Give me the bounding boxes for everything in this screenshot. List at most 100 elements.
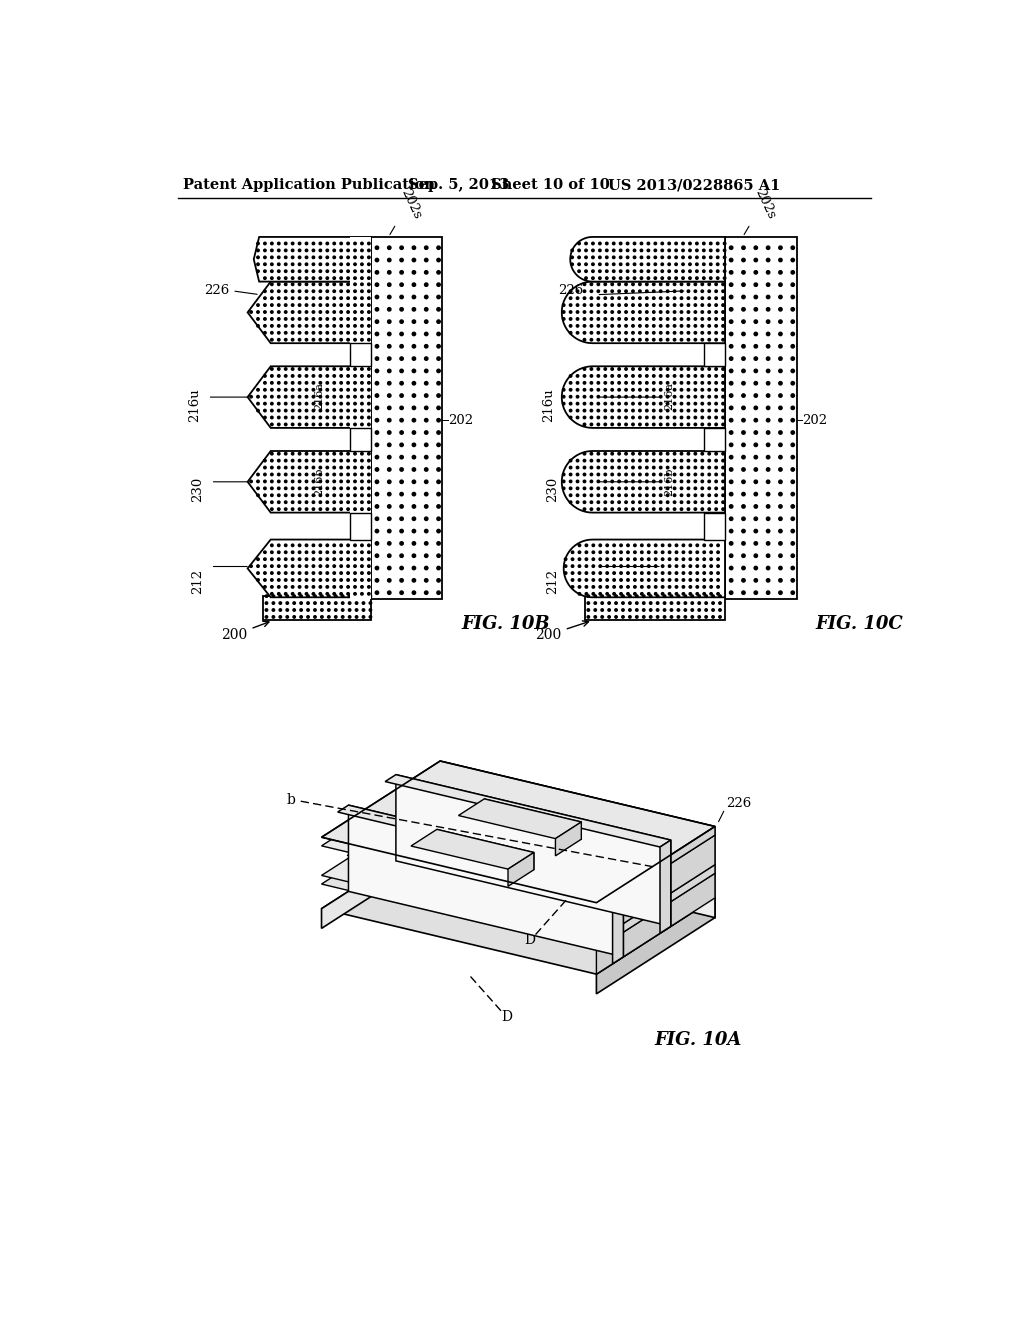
Circle shape — [375, 430, 379, 434]
Circle shape — [388, 407, 391, 409]
Circle shape — [264, 586, 266, 589]
Circle shape — [667, 338, 669, 341]
Circle shape — [662, 277, 664, 280]
Circle shape — [695, 243, 698, 244]
Circle shape — [592, 558, 595, 561]
Circle shape — [328, 602, 330, 605]
Circle shape — [611, 487, 613, 490]
Circle shape — [305, 593, 308, 595]
Circle shape — [375, 517, 379, 520]
Circle shape — [590, 338, 593, 341]
Circle shape — [715, 416, 718, 418]
Circle shape — [592, 550, 595, 553]
Circle shape — [305, 338, 308, 341]
Circle shape — [717, 544, 719, 546]
Circle shape — [333, 487, 336, 490]
Circle shape — [627, 243, 629, 244]
Circle shape — [413, 444, 416, 446]
Circle shape — [347, 403, 349, 405]
Circle shape — [368, 480, 370, 483]
Circle shape — [305, 256, 308, 259]
Circle shape — [264, 502, 266, 503]
Circle shape — [578, 271, 581, 272]
Circle shape — [682, 243, 684, 244]
Circle shape — [659, 282, 662, 285]
Circle shape — [368, 586, 370, 589]
Circle shape — [285, 243, 287, 244]
Circle shape — [597, 453, 600, 455]
Circle shape — [326, 249, 329, 252]
Circle shape — [425, 444, 428, 446]
Circle shape — [360, 368, 364, 370]
Circle shape — [375, 259, 379, 261]
Circle shape — [677, 609, 680, 611]
Circle shape — [639, 466, 641, 469]
Circle shape — [682, 578, 685, 581]
Circle shape — [425, 467, 428, 471]
Circle shape — [632, 297, 634, 300]
Circle shape — [347, 271, 349, 272]
Circle shape — [292, 572, 294, 574]
Circle shape — [353, 318, 356, 321]
Circle shape — [604, 494, 606, 496]
Circle shape — [326, 453, 329, 455]
Circle shape — [347, 388, 349, 391]
Circle shape — [778, 259, 782, 261]
Circle shape — [792, 296, 795, 298]
Circle shape — [298, 494, 301, 496]
Circle shape — [270, 550, 273, 553]
Circle shape — [347, 375, 349, 378]
Circle shape — [674, 416, 676, 418]
Circle shape — [649, 602, 652, 605]
Circle shape — [368, 277, 370, 280]
Circle shape — [579, 593, 581, 595]
Circle shape — [285, 459, 287, 462]
Circle shape — [584, 487, 586, 490]
Circle shape — [654, 565, 657, 568]
Circle shape — [680, 282, 683, 285]
Circle shape — [347, 304, 349, 306]
Circle shape — [652, 388, 655, 391]
Circle shape — [701, 297, 703, 300]
Circle shape — [680, 304, 683, 306]
Circle shape — [578, 256, 581, 259]
Circle shape — [333, 325, 336, 327]
Circle shape — [569, 388, 571, 391]
Circle shape — [792, 444, 795, 446]
Circle shape — [617, 416, 621, 418]
Circle shape — [705, 602, 708, 605]
Text: 212: 212 — [495, 886, 520, 899]
Circle shape — [312, 453, 314, 455]
Circle shape — [270, 403, 273, 405]
Circle shape — [639, 325, 641, 327]
Circle shape — [710, 586, 713, 589]
Circle shape — [694, 409, 696, 412]
Circle shape — [270, 416, 273, 418]
Circle shape — [333, 578, 336, 581]
Text: FIG. 10C: FIG. 10C — [816, 615, 903, 634]
Circle shape — [741, 282, 745, 286]
Circle shape — [604, 403, 606, 405]
Circle shape — [710, 271, 712, 272]
Circle shape — [702, 277, 706, 280]
Circle shape — [305, 508, 308, 511]
Circle shape — [599, 277, 601, 280]
Circle shape — [425, 246, 428, 249]
Circle shape — [654, 593, 657, 595]
Circle shape — [617, 508, 621, 511]
Circle shape — [353, 494, 356, 496]
Circle shape — [305, 558, 308, 561]
Circle shape — [722, 381, 724, 384]
Circle shape — [632, 508, 634, 511]
Circle shape — [719, 602, 721, 605]
Circle shape — [360, 375, 364, 378]
Circle shape — [292, 381, 294, 384]
Circle shape — [278, 375, 280, 378]
Circle shape — [437, 529, 440, 533]
Circle shape — [298, 474, 301, 475]
Circle shape — [715, 375, 718, 378]
Circle shape — [639, 403, 641, 405]
Circle shape — [680, 409, 683, 412]
Circle shape — [292, 368, 294, 370]
Circle shape — [326, 396, 329, 397]
